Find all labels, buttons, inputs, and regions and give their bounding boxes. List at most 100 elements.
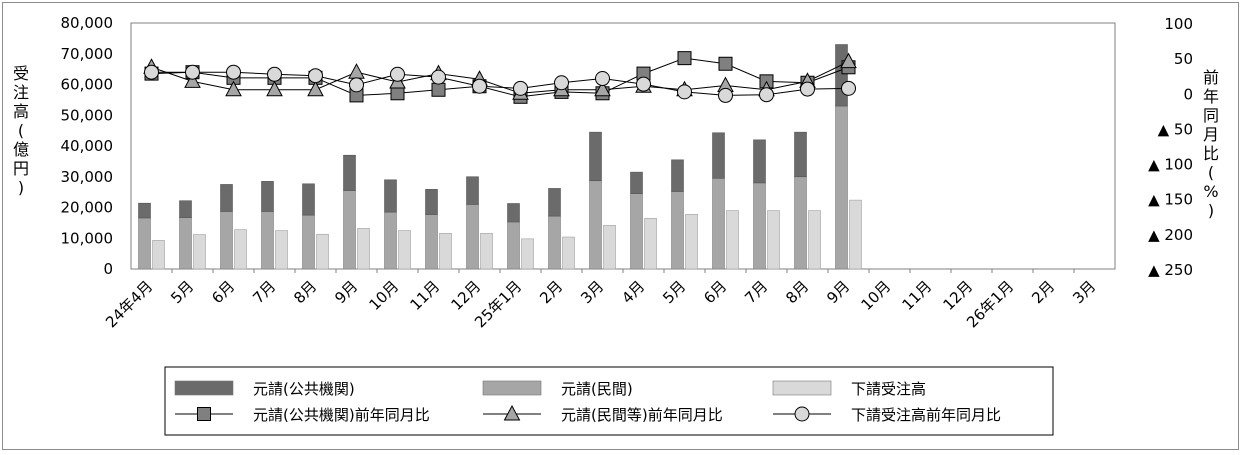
bar-subcontract [849,199,862,270]
left-axis-title-char: 注 [13,83,29,102]
left-tick-label: 60,000 [61,76,114,94]
bar-private [466,204,479,270]
legend-swatch [772,380,832,396]
bar-public [589,131,602,182]
bar-private [343,190,356,270]
bar-private [589,180,602,270]
marker-circle [144,64,159,80]
right-axis-title: 前年同月比(%) [1203,68,1219,220]
bar-subcontract [603,225,616,270]
legend-label: 下請受注高 [851,380,926,398]
bar-private [712,177,725,270]
marker-triangle [594,80,611,97]
x-tick-label: 4月 [618,277,648,307]
left-axis-title-char: 円 [13,159,29,178]
x-tick-label: 6月 [208,277,238,307]
right-tick-label: ▲ 100 [1148,156,1193,174]
bar-subcontract [521,238,534,270]
bar-public [384,179,397,213]
x-tick-label: 11月 [898,277,935,314]
bar-public [466,176,479,205]
x-tick-label: 7月 [741,277,771,307]
marker-circle [472,78,487,94]
bar-private [302,214,315,270]
bar-subcontract [234,229,247,270]
x-tick-label: 5月 [659,277,689,307]
right-axis-title-char: ) [1208,201,1214,220]
bar-public [261,181,274,212]
bar-public [507,203,520,223]
x-tick-label: 10月 [857,277,894,314]
x-tick-label: 2月 [536,277,566,307]
right-axis-ticks: ▲ 250 ▲ 200 ▲ 150 ▲ 100 ▲ 50 0 50 100 [1148,15,1193,279]
x-tick-label: 12月 [447,277,484,314]
marker-square [718,56,733,71]
left-tick-label: 30,000 [61,168,114,186]
marker-triangle [307,80,324,97]
right-axis-title-char: 同 [1203,106,1219,125]
right-tick-label: 100 [1164,15,1193,33]
plot-border [130,22,1116,270]
marker-triangle [266,80,283,97]
bar-public [179,200,192,218]
legend-label: 元請(公共機関) [253,380,355,398]
bar-subcontract [275,230,288,270]
bar-public [302,183,315,216]
bar-subcontract [726,210,739,270]
right-tick-label: ▲ 250 [1148,261,1193,279]
bar-public [671,159,684,192]
bar-public [794,131,807,178]
bar-private [835,105,848,270]
bar-private [261,211,274,270]
left-axis-title-char: ) [18,178,24,197]
x-tick-label: 24年4月 [102,277,156,331]
marker-circle [349,77,364,93]
marker-circle [759,87,774,103]
x-tick-label: 8月 [290,277,320,307]
bar-private [794,176,807,270]
right-tick-label: ▲ 200 [1148,226,1193,244]
bar-subcontract [152,240,165,270]
marker-square [431,82,446,97]
bar-private [507,221,520,270]
legend-label: 下請受注高前年同月比 [851,406,1001,424]
x-tick-label: 3月 [577,277,607,307]
right-tick-label: 50 [1174,50,1193,68]
marker-triangle [840,52,857,69]
legend-swatch [482,380,542,396]
legend-marker-triangle [503,404,521,421]
marker-circle [185,64,200,80]
left-axis-title-char: ( [18,121,24,140]
legend-label: 元請(民間) [561,380,633,398]
series-line [151,61,849,94]
marker-circle [800,81,815,97]
right-axis-title-char: % [1203,182,1218,201]
right-axis-title-char: 比 [1203,144,1219,163]
bar-public [753,139,766,184]
chart-canvas: 0 10,000 20,000 30,000 40,000 50,000 60,000 70,… [13,14,1219,436]
left-tick-label: 10,000 [61,229,114,247]
bar-layer [138,44,862,270]
bar-public [630,171,643,194]
bar-public [220,184,233,212]
bar-private [138,217,151,270]
bar-public [425,189,438,215]
bar-subcontract [644,217,657,270]
bar-private [753,182,766,270]
x-tick-label: 6月 [700,277,730,307]
x-tick-label: 8月 [782,277,812,307]
left-tick-label: 50,000 [61,106,114,124]
bar-private [220,211,233,270]
chart-frame: 0 10,000 20,000 30,000 40,000 50,000 60,000 70,… [2,2,1239,450]
x-tick-label: 9月 [331,277,361,307]
marker-circle [226,64,241,80]
left-tick-label: 40,000 [61,137,114,155]
left-axis-ticks: 0 10,000 20,000 30,000 40,000 50,000 60,000 70,… [61,14,114,278]
x-tick-label: 5月 [167,277,197,307]
right-axis-title-char: 月 [1203,125,1219,144]
right-axis-title-char: 前 [1203,68,1219,87]
bar-private [384,211,397,270]
left-axis-title-char: 高 [13,102,29,121]
bar-subcontract [439,233,452,270]
